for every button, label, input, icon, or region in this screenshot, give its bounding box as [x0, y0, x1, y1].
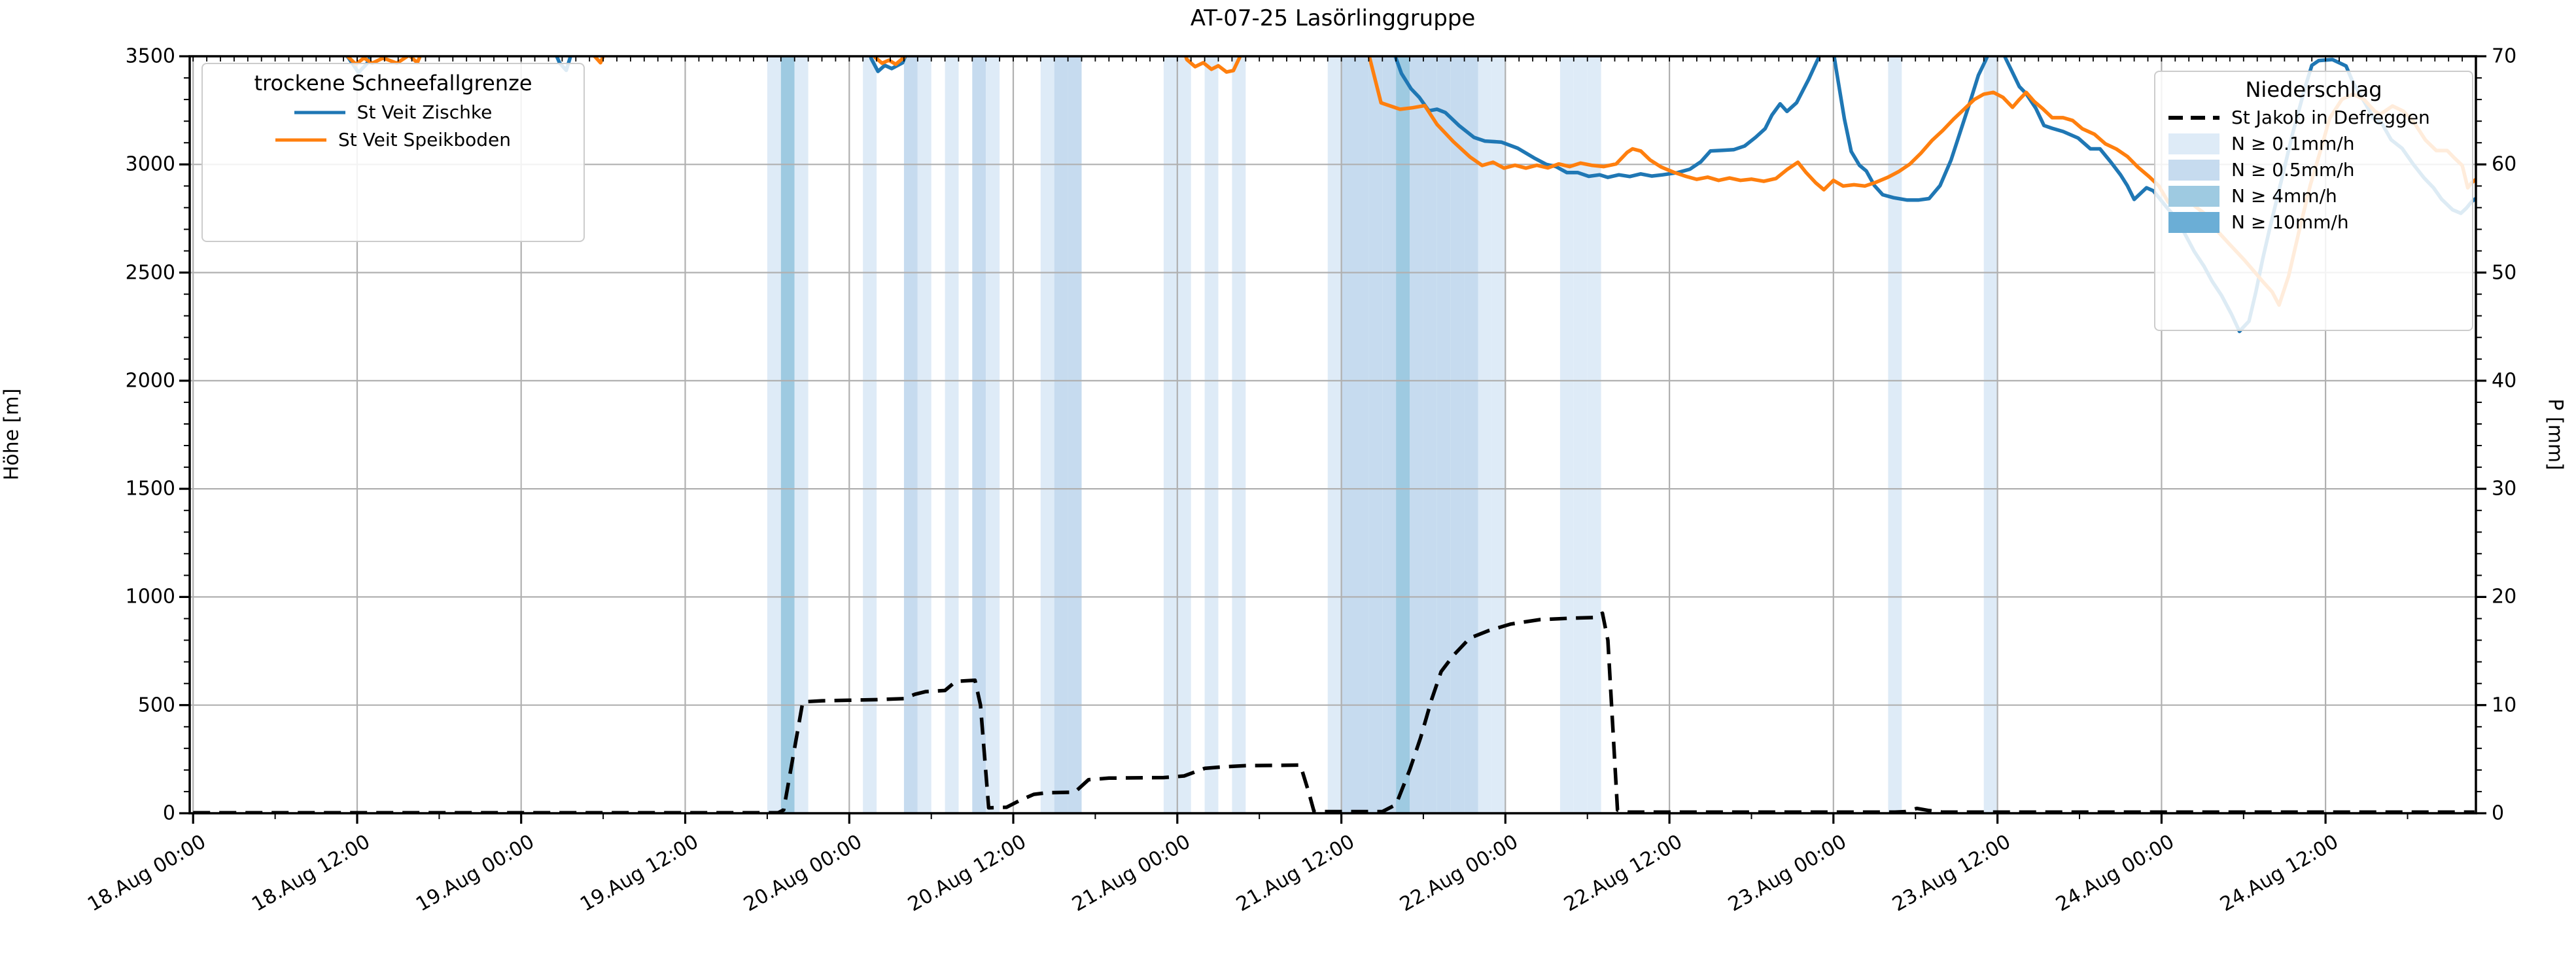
legend-item-n4: N ≥ 4mm/h: [2168, 185, 2463, 207]
line-swatch-blue: [294, 111, 345, 114]
legend-left-title: trockene Schneefallgrenze: [254, 71, 532, 96]
y-right-tick-label: 20: [2492, 585, 2517, 608]
y-left-tick-label: 2000: [125, 369, 175, 393]
legend-label: N ≥ 0.1mm/h: [2231, 133, 2355, 154]
legend-niederschlag: Niederschlag St Jakob in Defreggen N ≥ 0…: [2154, 71, 2473, 331]
legend-item-n10: N ≥ 10mm/h: [2168, 211, 2463, 233]
legend-item-n01: N ≥ 0.1mm/h: [2168, 133, 2463, 154]
legend-item-stjakob: St Jakob in Defreggen: [2168, 107, 2463, 128]
legend-label: N ≥ 4mm/h: [2231, 185, 2337, 207]
y-right-tick-label: 30: [2492, 477, 2517, 501]
plot-area: [190, 56, 2476, 813]
legend-label: St Veit Zischke: [357, 101, 493, 123]
y-right-tick-label: 70: [2492, 44, 2517, 68]
patch-swatch-n05: [2168, 159, 2219, 181]
y-right-tick-label: 50: [2492, 261, 2517, 285]
legend-item-n05: N ≥ 0.5mm/h: [2168, 159, 2463, 181]
y-left-tick-label: 2500: [125, 261, 175, 285]
patch-swatch-n4: [2168, 185, 2219, 207]
legend-label: St Veit Speikboden: [338, 129, 511, 150]
chart-title: AT-07-25 Lasörlinggruppe: [1190, 5, 1476, 31]
legend-right-title: Niederschlag: [2245, 77, 2382, 102]
legend-item-zischke: St Veit Zischke: [215, 101, 572, 123]
y-left-tick-label: 1000: [125, 585, 175, 608]
y-right-tick-label: 0: [2492, 801, 2505, 825]
y-left-tick-label: 0: [162, 801, 175, 825]
legend-label: St Jakob in Defreggen: [2231, 107, 2430, 128]
legend-label: N ≥ 10mm/h: [2231, 211, 2349, 233]
patch-swatch-n01: [2168, 133, 2219, 154]
y-left-tick-label: 500: [137, 694, 175, 717]
legend-item-speikboden: St Veit Speikboden: [215, 129, 572, 150]
y-left-tick-label: 1500: [125, 477, 175, 501]
legend-schneefallgrenze: trockene Schneefallgrenze St Veit Zischk…: [201, 63, 585, 242]
legend-label: N ≥ 0.5mm/h: [2231, 159, 2355, 181]
y-right-tick-label: 60: [2492, 152, 2517, 176]
line-swatch-orange: [275, 138, 327, 141]
y-left-tick-label: 3000: [125, 152, 175, 176]
dashed-line-swatch: [2168, 115, 2219, 120]
y-right-tick-label: 10: [2492, 694, 2517, 717]
patch-swatch-n10: [2168, 211, 2219, 233]
y-right-tick-label: 40: [2492, 369, 2517, 393]
y-left-tick-label: 3500: [125, 44, 175, 68]
